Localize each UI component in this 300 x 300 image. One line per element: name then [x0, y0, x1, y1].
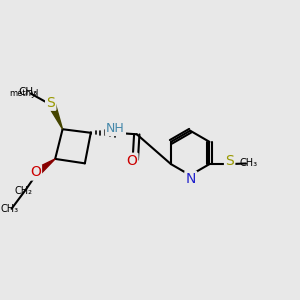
Text: N: N: [186, 172, 196, 186]
Text: CH₃: CH₃: [240, 158, 258, 168]
Text: O: O: [30, 165, 41, 179]
Text: S: S: [225, 154, 234, 168]
Text: NH: NH: [106, 122, 125, 135]
Text: CH₃: CH₃: [18, 87, 38, 97]
Text: S: S: [46, 95, 55, 110]
Polygon shape: [49, 104, 63, 129]
Polygon shape: [37, 159, 55, 174]
Text: CH₃: CH₃: [1, 204, 19, 214]
Text: CH₂: CH₂: [15, 186, 33, 196]
Text: O: O: [126, 154, 137, 168]
Text: methyl: methyl: [10, 89, 39, 98]
